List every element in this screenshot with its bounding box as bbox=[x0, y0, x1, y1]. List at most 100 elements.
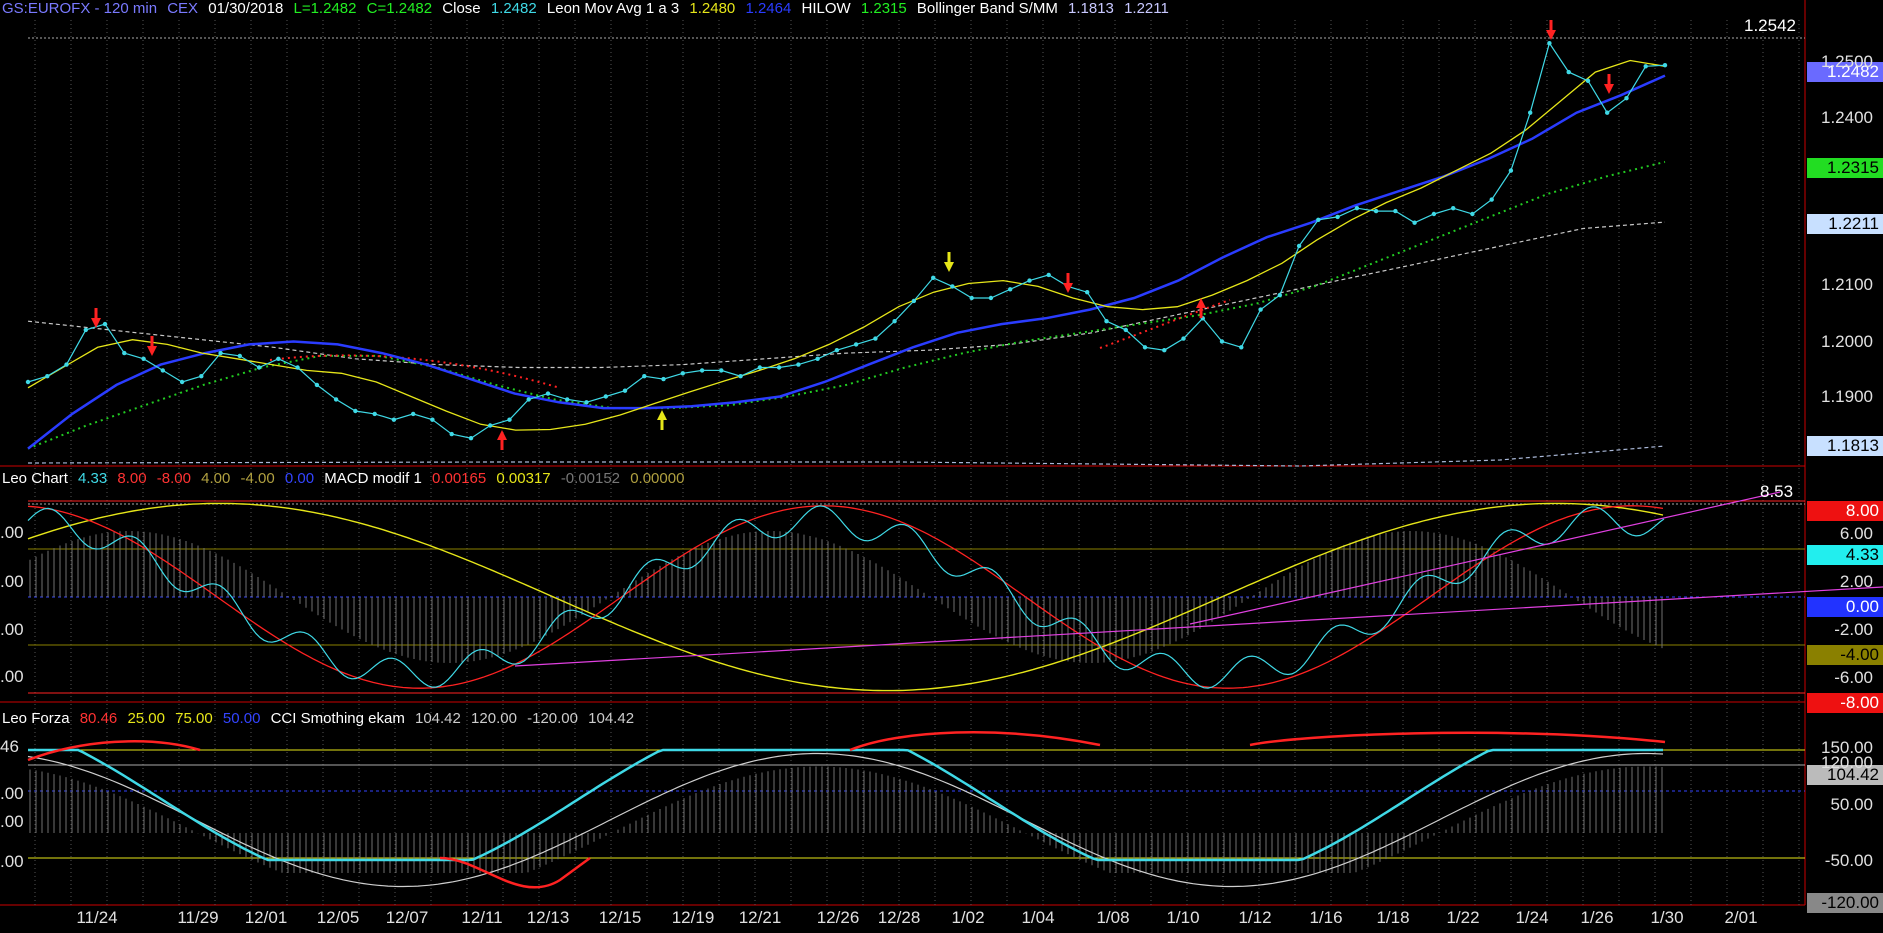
bollinger-upper-line bbox=[27, 221, 1666, 369]
forza-v3: 75.00 bbox=[175, 710, 213, 727]
macd-y-tick: -6.00 bbox=[1834, 668, 1873, 687]
close-price-point bbox=[449, 431, 454, 437]
close-price-point bbox=[507, 417, 512, 422]
close-price-point bbox=[295, 365, 300, 370]
close-price-point bbox=[64, 362, 69, 367]
forza-panel-header: Leo Forza 80.46 25.00 75.00 50.00 CCI Sm… bbox=[2, 710, 640, 728]
close-price-point bbox=[545, 391, 551, 396]
close-price-point bbox=[931, 275, 936, 280]
leo-chart-v6: 0.00 bbox=[284, 470, 315, 487]
macd-label: MACD modif 1 bbox=[324, 470, 422, 487]
close-price-point bbox=[1662, 62, 1668, 68]
close-price-point bbox=[1354, 206, 1360, 211]
forza-v2: 25.00 bbox=[127, 710, 165, 727]
close-price-point bbox=[1624, 96, 1629, 101]
close-price-point bbox=[680, 371, 685, 376]
close-price-point bbox=[102, 321, 108, 327]
x-tick-label: 1/18 bbox=[1376, 908, 1410, 927]
close-price-point bbox=[1643, 64, 1648, 69]
x-tick-label: 1/04 bbox=[1021, 908, 1055, 927]
close-price-point bbox=[333, 397, 339, 402]
signal-arrow-icon bbox=[147, 336, 157, 356]
macd-y-tick: -2.00 bbox=[1834, 620, 1873, 639]
signal-arrow-icon bbox=[1063, 273, 1073, 293]
close-value: 1.2482 bbox=[490, 0, 537, 17]
price-y-tick: 1.2500 bbox=[1821, 52, 1873, 71]
close-price-point bbox=[218, 350, 223, 356]
x-tick-label: 1/26 bbox=[1580, 908, 1614, 927]
macd-left-tick: .00 bbox=[0, 620, 24, 639]
close-price-point bbox=[1489, 197, 1494, 202]
close-price-point bbox=[1181, 336, 1186, 341]
macd-v4: 0.00000 bbox=[630, 470, 685, 487]
leo-chart-v1: 4.33 bbox=[78, 470, 108, 487]
forza-current-badge: 104.42 bbox=[1807, 765, 1883, 785]
ma-value-2: 1.2464 bbox=[745, 0, 792, 17]
symbol-label[interactable]: GS:EUROFX - 120 min bbox=[2, 0, 158, 17]
leo-chart-v5: -4.00 bbox=[240, 470, 275, 487]
x-tick-label: 1/16 bbox=[1309, 908, 1343, 927]
x-tick-label: 2/01 bbox=[1724, 908, 1758, 927]
close-price-point bbox=[988, 295, 994, 301]
bollinger-value-2: 1.2211 bbox=[1124, 0, 1169, 17]
signal-arrow-icon bbox=[91, 308, 101, 328]
x-tick-label: 1/08 bbox=[1096, 908, 1130, 927]
forza-bottom-badge: -120.00 bbox=[1807, 893, 1883, 913]
macd-v1: 0.00165 bbox=[432, 470, 487, 487]
close-eq-value: C=1.2482 bbox=[366, 0, 433, 17]
close-price-point bbox=[160, 368, 165, 373]
close-price-point bbox=[1431, 211, 1437, 217]
close-price-point bbox=[873, 336, 878, 341]
leo-forza-label: Leo Forza bbox=[2, 710, 70, 727]
macd-zero-badge: 0.00 bbox=[1807, 597, 1883, 617]
price-y-tick: 1.1900 bbox=[1821, 387, 1873, 406]
cci-v2: 120.00 bbox=[471, 710, 517, 727]
close-price-point bbox=[1566, 69, 1571, 75]
close-price-point bbox=[911, 298, 917, 304]
x-tick-label: 12/19 bbox=[671, 908, 715, 927]
close-price-point bbox=[353, 408, 358, 414]
close-price-point bbox=[1547, 41, 1552, 46]
close-price-point bbox=[1393, 208, 1398, 214]
x-tick-label: 1/12 bbox=[1238, 908, 1272, 927]
x-tick-label: 1/24 bbox=[1515, 908, 1549, 927]
close-price-point bbox=[199, 374, 204, 379]
close-price-point bbox=[1277, 292, 1283, 298]
close-price-point bbox=[969, 295, 974, 301]
close-price-point bbox=[1142, 345, 1148, 350]
close-price-point bbox=[1046, 272, 1051, 278]
close-price-point bbox=[372, 411, 377, 417]
macd-y-tick: 2.00 bbox=[1839, 572, 1873, 591]
price-y-tick: 1.2000 bbox=[1821, 332, 1873, 351]
x-tick-label: 12/28 bbox=[877, 908, 921, 927]
signal-arrow-icon bbox=[1196, 298, 1206, 318]
hilow-red-segment bbox=[269, 299, 1231, 389]
leo-chart-label: Leo Chart bbox=[2, 470, 68, 487]
x-tick-label: 12/05 bbox=[316, 908, 360, 927]
close-price-point bbox=[1470, 211, 1475, 217]
close-price-point bbox=[950, 284, 955, 289]
macd-cyan-line bbox=[27, 505, 1665, 689]
x-tick-label: 1/30 bbox=[1650, 908, 1684, 927]
close-price-point bbox=[488, 423, 493, 428]
close-price-point bbox=[141, 356, 146, 361]
close-price-point bbox=[1162, 348, 1167, 353]
close-price-point bbox=[1605, 110, 1610, 115]
close-price-point bbox=[796, 362, 801, 367]
bollinger-label: Bollinger Band S/MM bbox=[916, 0, 1058, 17]
ma-value-1: 1.2480 bbox=[689, 0, 736, 17]
macd-red-line bbox=[27, 505, 1664, 689]
cci-v4: 104.42 bbox=[588, 710, 635, 727]
close-price-point bbox=[699, 368, 705, 373]
bollinger-value-1: 1.1813 bbox=[1068, 0, 1114, 17]
close-price-point bbox=[526, 397, 531, 402]
forza-red-line bbox=[27, 731, 1666, 889]
close-label: Close bbox=[442, 0, 481, 17]
price-panel-header: GS:EUROFX - 120 min CEX 01/30/2018 L=1.2… bbox=[2, 0, 1175, 18]
x-tick-label: 12/11 bbox=[461, 908, 503, 927]
ma-label: Leon Mov Avg 1 a 3 bbox=[546, 0, 680, 17]
x-tick-label: 12/15 bbox=[598, 908, 642, 927]
close-price-point bbox=[468, 436, 474, 441]
bb-lower-badge: 1.1813 bbox=[1807, 436, 1883, 456]
